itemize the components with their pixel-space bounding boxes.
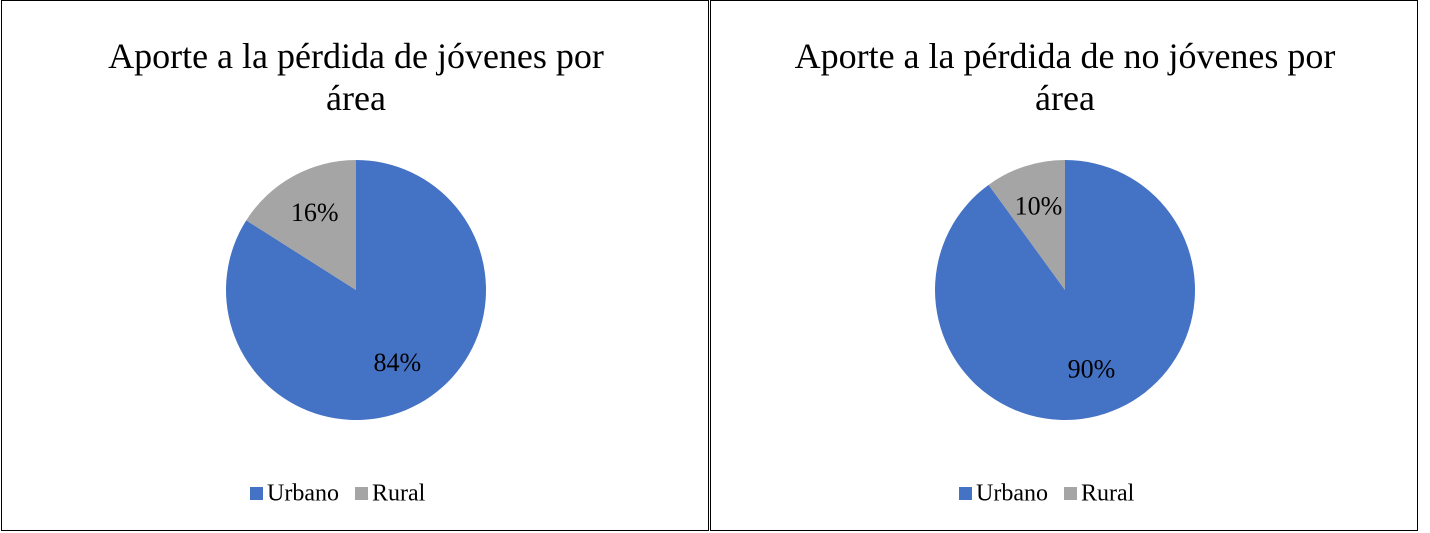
legend-swatch	[959, 487, 972, 500]
chart-title: Aporte a la pérdida de no jóvenes por ár…	[794, 36, 1336, 118]
data-label: 10%	[1015, 191, 1063, 220]
legend-swatch	[1063, 487, 1077, 500]
legend-label: Urbano	[267, 481, 339, 507]
chart-panel: Aporte a la pérdida de no jóvenes por ár…	[710, 0, 1418, 531]
legend-label: Urbano	[976, 481, 1048, 507]
chart-panel: Aporte a la pérdida de jóvenes por área 8…	[1, 0, 709, 531]
pie-slice	[935, 160, 1195, 421]
data-label: 90%	[1068, 355, 1116, 384]
pie-slice	[988, 160, 1065, 290]
chart-title: Aporte a la pérdida de jóvenes por área	[108, 36, 604, 118]
chart: 84% 16% Urbano Rural	[225, 160, 486, 507]
pie-slice	[246, 160, 356, 290]
chart: 90% 10% Urbano Rural	[935, 160, 1195, 507]
legend-swatch	[354, 487, 368, 500]
legend-label: Rural	[1081, 481, 1135, 507]
legend-label: Rural	[372, 481, 426, 507]
legend-swatch	[250, 487, 263, 500]
data-label: 16%	[291, 198, 339, 227]
data-label: 84%	[373, 348, 421, 377]
